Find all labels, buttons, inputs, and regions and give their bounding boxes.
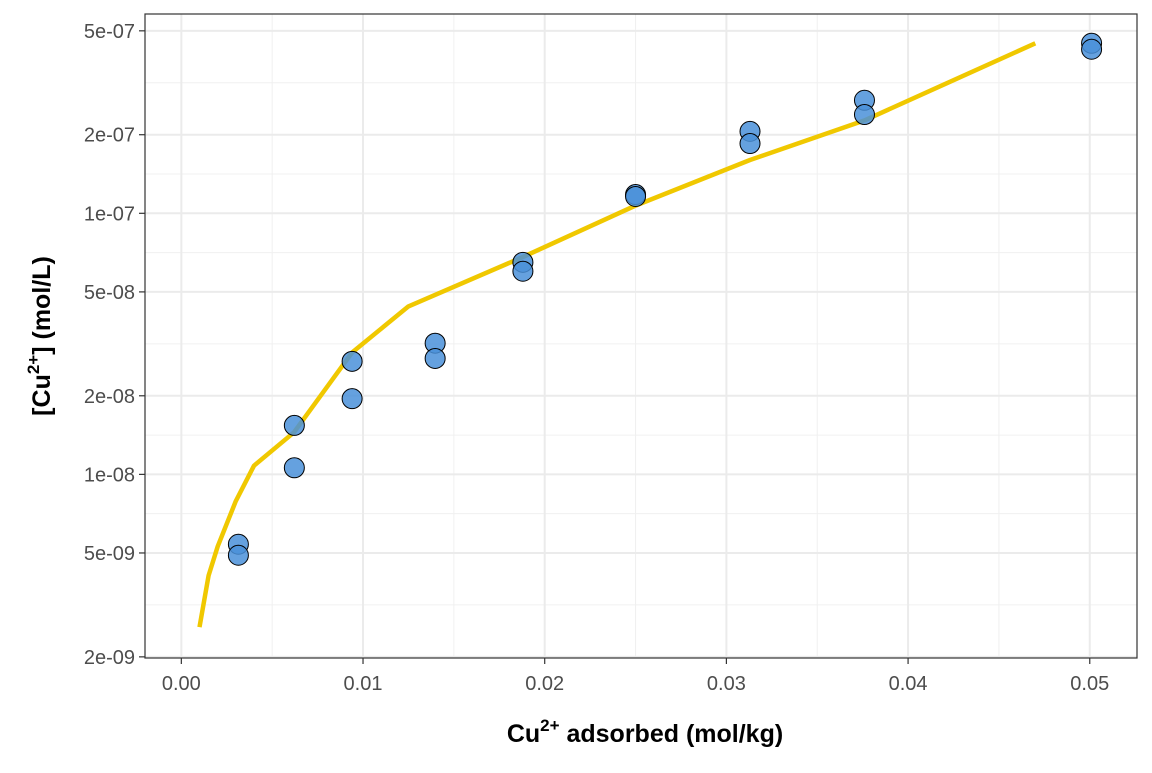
data-point xyxy=(1081,38,1103,60)
data-point xyxy=(739,133,761,155)
y-tick-label: 5e-09 xyxy=(84,543,135,565)
y-axis-title: [Cu2+] (mol/L) xyxy=(24,256,56,416)
y-tick-label: 2e-07 xyxy=(84,125,135,147)
data-point xyxy=(283,457,305,479)
fitted-curve-layer xyxy=(197,41,1037,628)
data-point xyxy=(512,260,534,282)
x-tick-label: 0.05 xyxy=(1070,673,1109,695)
x-tick-label: 0.04 xyxy=(889,673,928,695)
x-tick-label: 0.03 xyxy=(707,673,746,695)
x-tick-label: 0.00 xyxy=(162,673,201,695)
points-layer xyxy=(227,32,1103,566)
x-axis: 0.00 0.01 0.02 0.03 0.04 0.05 xyxy=(162,658,1109,695)
panel-border xyxy=(144,13,1138,659)
data-point xyxy=(853,104,875,126)
y-tick-label: 5e-07 xyxy=(84,21,135,43)
grid xyxy=(145,14,1137,658)
data-point xyxy=(341,350,363,372)
data-point xyxy=(341,388,363,410)
y-axis: 2e-09 5e-09 1e-08 2e-08 5e-08 1e-07 2e-07 5e-07 xyxy=(84,21,145,669)
y-tick-label: 2e-08 xyxy=(84,386,135,408)
y-tick-label: 5e-08 xyxy=(84,282,135,304)
data-point xyxy=(424,347,446,369)
x-tick-label: 0.02 xyxy=(525,673,564,695)
x-axis-title: Cu2+ adsorbed (mol/kg) xyxy=(507,716,783,748)
y-tick-label: 2e-09 xyxy=(84,647,135,669)
data-point xyxy=(227,544,249,566)
x-tick-label: 0.01 xyxy=(344,673,383,695)
fitted-curve xyxy=(197,41,1037,628)
y-tick-label: 1e-07 xyxy=(84,203,135,225)
y-tick-label: 1e-08 xyxy=(84,464,135,486)
data-point xyxy=(625,185,647,207)
data-point xyxy=(283,414,305,436)
